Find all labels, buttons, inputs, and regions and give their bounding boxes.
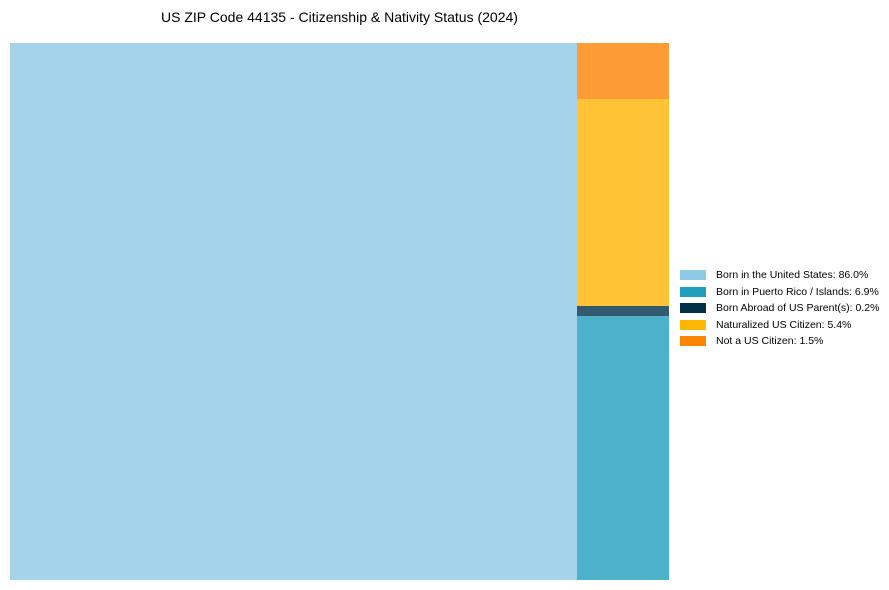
legend: Born in the United States: 86.0% Born in… bbox=[680, 267, 879, 350]
legend-swatch bbox=[680, 303, 706, 314]
legend-item: Born Abroad of US Parent(s): 0.2% bbox=[680, 300, 879, 317]
legend-item: Born in Puerto Rico / Islands: 6.9% bbox=[680, 284, 879, 301]
tile-born-abroad bbox=[577, 306, 669, 316]
chart-title: US ZIP Code 44135 - Citizenship & Nativi… bbox=[161, 9, 518, 25]
legend-label: Born in Puerto Rico / Islands: 6.9% bbox=[716, 285, 879, 298]
tile-naturalized bbox=[577, 99, 669, 306]
legend-label: Naturalized US Citizen: 5.4% bbox=[716, 318, 852, 331]
legend-item: Born in the United States: 86.0% bbox=[680, 267, 879, 284]
tile-born-in-us bbox=[10, 43, 577, 580]
legend-swatch bbox=[680, 286, 706, 297]
legend-swatch bbox=[680, 319, 706, 330]
tile-born-puerto-rico bbox=[577, 316, 669, 580]
legend-swatch bbox=[680, 336, 706, 347]
legend-label: Not a US Citizen: 1.5% bbox=[716, 335, 824, 348]
legend-label: Born Abroad of US Parent(s): 0.2% bbox=[716, 302, 880, 315]
legend-item: Not a US Citizen: 1.5% bbox=[680, 333, 879, 350]
legend-swatch bbox=[680, 270, 706, 281]
legend-item: Naturalized US Citizen: 5.4% bbox=[680, 317, 879, 334]
legend-label: Born in the United States: 86.0% bbox=[716, 269, 869, 282]
tile-not-us-citizen bbox=[577, 43, 669, 99]
